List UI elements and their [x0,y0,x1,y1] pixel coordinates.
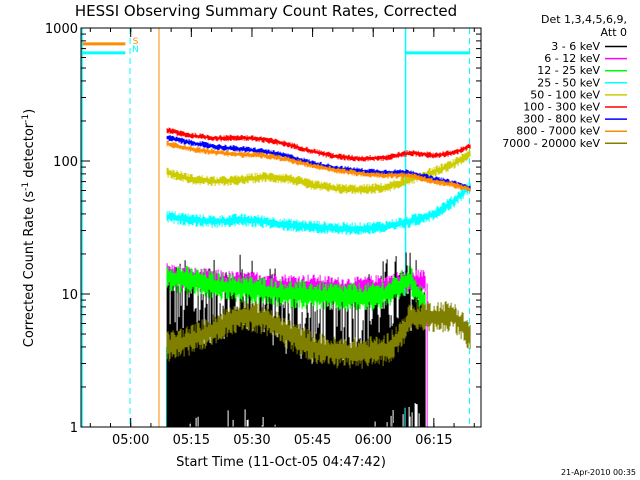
legend-label-300-800-keV: 300 - 800 keV [523,113,600,126]
y-axis-label-sup2: -1 [21,114,31,123]
series-50-100-keV-trace [166,149,471,195]
legend-label-25-50-keV: 25 - 50 keV [537,76,600,89]
x-tick-label: 05:15 [173,433,210,448]
plot-frame [80,27,482,428]
series-7000-20000-keV-trace [166,300,471,369]
series-300-800-keV-trace [166,135,471,192]
y-axis-label: Corrected Count Rate (s-1 detector-1) [21,109,37,347]
y-tick-label: 1000 [45,22,78,37]
legend-label-7000-20000-keV: 7000 - 20000 keV [502,137,600,150]
series-12-25-keV-trace [166,265,426,314]
y-axis-label-sup1: -1 [21,182,31,191]
legend-label-800-7000-keV: 800 - 7000 keV [516,125,600,138]
y-axis-label-start: Corrected Count Rate (s [22,191,37,348]
y-tick-label: 100 [53,155,78,170]
legend-header-line1: Det 1,3,4,5,6,9, [541,13,627,26]
y-axis-label-mid: detector [22,122,37,182]
annotation-s: S [133,37,139,47]
y-axis-label-end: ) [22,109,37,114]
legend-label-12-25-keV: 12 - 25 keV [537,64,600,77]
x-axis-label: Start Time (11-Oct-05 04:47:42) [176,455,386,470]
legend-label-6-12-keV: 6 - 12 keV [544,52,600,65]
legend-label-50-100-keV: 50 - 100 keV [530,88,600,101]
chart-title: HESSI Observing Summary Count Rates, Cor… [75,2,457,20]
annotation-n: N [132,45,139,55]
series-25-50-keV-trace [166,182,471,236]
legend-label-100-300-keV: 100 - 300 keV [523,101,600,114]
y-tick-label: 10 [61,288,78,303]
x-tick-label: 05:45 [294,433,331,448]
x-tick-label: 06:15 [415,433,452,448]
x-tick-label: 05:30 [233,433,270,448]
legend-header-line2: Att 0 [601,26,627,39]
y-axis: 1 10 100 1000 [45,22,481,436]
legend-label-3-6-keV: 3 - 6 keV [551,40,600,53]
footer-timestamp: 21-Apr-2010 00:35 [561,468,636,477]
x-tick-label: 05:00 [112,433,149,448]
marks-layer [166,127,471,427]
series-100-300-keV-trace [166,127,471,162]
series-800-7000-keV-trace [166,140,471,192]
x-axis: 05:00 05:15 05:30 05:45 06:00 06:15 [89,28,475,448]
y-tick-label: 1 [70,421,78,436]
x-tick-label: 06:00 [354,433,391,448]
